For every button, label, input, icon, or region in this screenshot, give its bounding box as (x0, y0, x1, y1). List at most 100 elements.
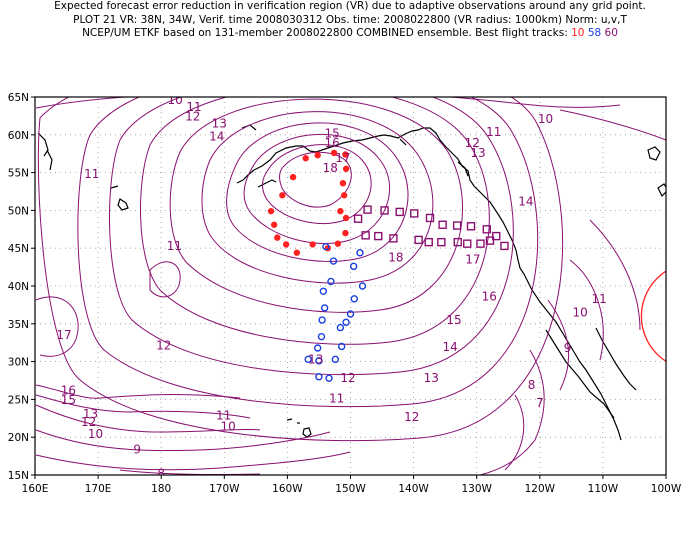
flight-tracks (267, 149, 509, 382)
contour-lines (35, 97, 666, 475)
x-tick-label: 170W (209, 483, 240, 495)
track-red-point (314, 152, 321, 159)
track-red-point (279, 192, 286, 199)
track-blue-point (319, 287, 328, 295)
track-purple-point (500, 241, 509, 251)
contour-label: 13 (470, 146, 485, 160)
track-blue-point (358, 282, 367, 290)
track-blue-point (317, 332, 326, 341)
y-tick-label: 45N (8, 243, 29, 255)
track-blue-point (313, 344, 322, 352)
y-axis-ticks: 15N 20N 25N 30N 35N 40N 45N 50N 55N 60N 65N (8, 92, 35, 482)
track-blue-point (318, 316, 326, 324)
header-line-2: PLOT 21 VR: 38N, 34W, Verif. time 200803… (73, 13, 627, 26)
y-tick-label: 55N (8, 168, 29, 180)
x-tick-label: 120W (525, 483, 556, 495)
track-purple-point (395, 207, 404, 217)
x-axis-ticks: 160E 170E 180 170W 160W 150W 140W 130W 120W 110W 1… (22, 475, 682, 495)
contour-label: 18 (388, 250, 403, 264)
track-red-label: 10 (571, 27, 585, 39)
figure-header: Expected forecast error reduction in ver… (0, 0, 700, 41)
contour-label: 10 (88, 427, 103, 441)
contour-label: 14 (209, 129, 224, 143)
header-line-1: Expected forecast error reduction in ver… (54, 0, 646, 12)
contour-label: 11 (329, 392, 344, 406)
contour-label: 9 (564, 341, 572, 355)
track-blue-point (327, 277, 335, 286)
x-tick-label: 170E (85, 483, 112, 495)
header-line-3: NCEP/UM ETKF based on 131-member 2008022… (0, 27, 700, 41)
track-red-point (282, 241, 290, 248)
contour-label: 11 (84, 167, 99, 181)
track-purple-point (452, 221, 462, 230)
track-red-point (293, 249, 301, 256)
track-blue-point (337, 342, 346, 351)
track-blue-point (342, 318, 350, 326)
track-purple-point (361, 231, 370, 240)
track-blue-point (320, 304, 329, 312)
track-blue-point (304, 355, 312, 364)
contour-label: 8 (157, 466, 165, 480)
contour-label: 7 (536, 396, 544, 410)
coastlines (37, 124, 666, 441)
track-blue-point (331, 355, 340, 364)
contour-label: 16 (482, 290, 497, 304)
track-blue-point (349, 262, 358, 271)
contour-label: 10 (220, 420, 235, 434)
header-line-3-text: NCEP/UM ETKF based on 131-member 2008022… (82, 27, 572, 39)
contour-label: 11 (486, 125, 501, 139)
track-red-point (340, 192, 348, 199)
track-red-point (339, 179, 347, 187)
x-tick-label: 160E (22, 483, 49, 495)
contour-label: 15 (446, 313, 461, 327)
track-blue-point (315, 357, 323, 365)
contour-label: 15 (61, 393, 76, 407)
track-blue-point (329, 257, 338, 265)
track-purple-point (389, 234, 398, 243)
track-blue-point (315, 373, 323, 381)
x-tick-label: 100W (651, 483, 682, 495)
track-red-point (342, 151, 349, 158)
track-purple-point (492, 231, 501, 241)
contour-label: 12 (185, 110, 200, 124)
track-blue-point (336, 323, 345, 332)
x-tick-label: 110W (588, 483, 619, 495)
track-purple-point (466, 222, 476, 231)
track-red-point (289, 173, 297, 181)
y-tick-label: 40N (8, 281, 29, 293)
verification-circle (640, 270, 666, 363)
track-blue-point (346, 310, 355, 318)
track-purple-point (380, 206, 389, 215)
track-purple-point (410, 209, 419, 218)
x-tick-label: 160W (272, 483, 303, 495)
contour-label: 10 (573, 305, 588, 319)
contour-label: 8 (528, 378, 536, 392)
track-red-point (270, 221, 278, 228)
contour-label: 12 (156, 339, 171, 353)
track-red-point (309, 241, 316, 248)
contour-label: 13 (424, 371, 439, 385)
track-red-point (330, 149, 338, 157)
contour-label: 12 (340, 371, 355, 385)
track-purple-point (437, 237, 446, 247)
track-purple-point (482, 225, 491, 234)
contour-label: 12 (81, 415, 96, 429)
contour-label: 13 (83, 407, 98, 421)
x-tick-label: 180 (151, 483, 171, 495)
track-purple-point (425, 213, 435, 223)
map-grid (35, 97, 666, 475)
contour-label: 14 (518, 194, 533, 208)
track-purple-point (424, 237, 433, 247)
contour-label: 9 (133, 442, 141, 456)
track-red-point (342, 229, 349, 237)
y-tick-label: 25N (8, 394, 29, 406)
y-tick-label: 15N (8, 470, 29, 482)
x-tick-label: 130W (461, 483, 492, 495)
contour-label: 12 (465, 136, 480, 150)
track-red-point (342, 214, 350, 222)
contour-label: 16 (325, 136, 340, 150)
contour-label: 11 (591, 292, 606, 306)
contour-label: 16 (61, 383, 76, 397)
